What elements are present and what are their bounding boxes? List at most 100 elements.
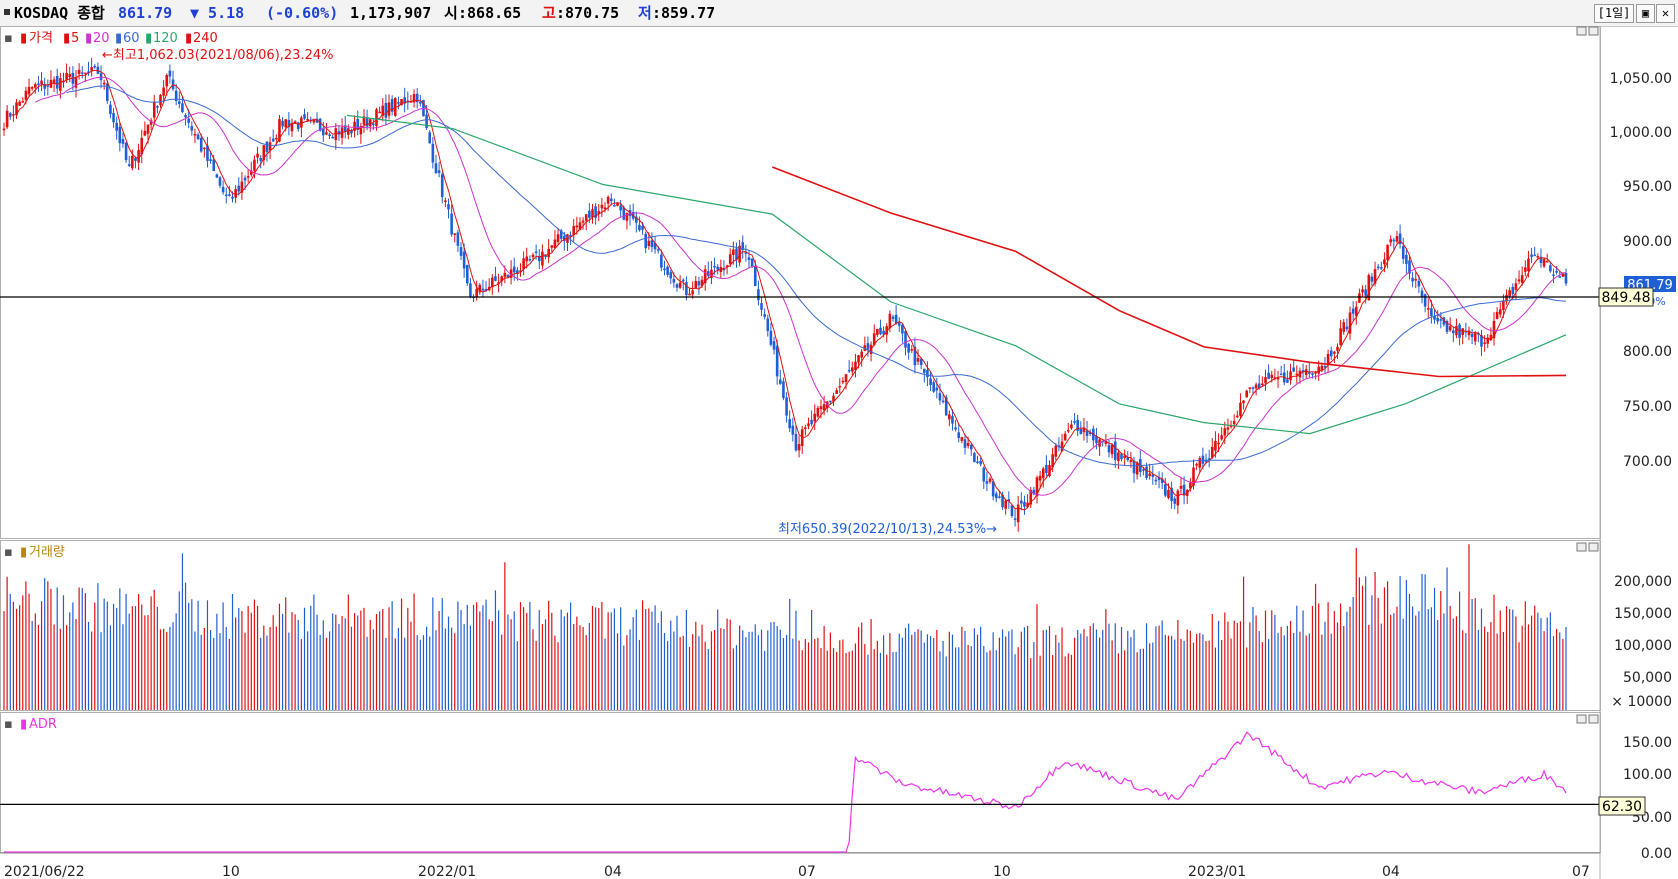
candle-body (1564, 273, 1568, 284)
candle-body (262, 145, 266, 161)
candle-body (1126, 456, 1130, 461)
candle-body (863, 345, 867, 351)
candle-body (152, 101, 156, 118)
candle-body (1395, 236, 1399, 242)
candle-body (547, 248, 550, 258)
candle-body (509, 269, 513, 278)
adr-y-axis: 150.00 100.00 50.00 0.00 (1623, 735, 1672, 862)
adr-line (4, 731, 1567, 853)
candle-body (581, 220, 585, 223)
candle-body (1289, 371, 1292, 381)
candle-body (1198, 458, 1202, 468)
candle-body (948, 414, 951, 420)
candle-body (1179, 485, 1183, 489)
candle-body (1160, 478, 1164, 484)
candle-body (265, 141, 269, 152)
candle-body (1076, 419, 1079, 431)
y-tick: 150.00 (1623, 735, 1672, 751)
candle-body (1489, 334, 1493, 341)
candle-body (879, 327, 882, 335)
candle-body (738, 245, 741, 263)
candle-body (750, 258, 754, 267)
candle-body (1032, 489, 1036, 495)
candle-body (537, 255, 541, 262)
candle-body (578, 222, 582, 230)
candle-body (2, 128, 6, 131)
candle-body (321, 128, 325, 136)
candle-body (1495, 311, 1499, 320)
candle-body (926, 369, 929, 377)
candle-body (725, 265, 729, 267)
candle-body (1079, 428, 1083, 435)
candle-body (224, 194, 228, 197)
candle-body (115, 122, 118, 131)
candle-body (1013, 518, 1017, 520)
candle-body (240, 181, 244, 193)
candle-body (1473, 333, 1477, 342)
candle-body (1348, 312, 1352, 334)
candle-body (713, 265, 716, 268)
candle-body (253, 159, 256, 171)
close-icon[interactable]: ✕ (1656, 4, 1675, 23)
candle-body (1257, 383, 1261, 389)
candle-body (1051, 454, 1054, 468)
candle-body (1524, 267, 1527, 272)
candle-body (381, 105, 385, 116)
candle-body (1333, 351, 1336, 354)
candle-body (1542, 259, 1546, 267)
candle-body (1248, 387, 1252, 389)
adr-panel-buttons[interactable] (1576, 714, 1599, 724)
hline-label: 849.48 (1602, 290, 1651, 306)
high-label: 고 (542, 4, 556, 22)
candle-body (1276, 377, 1280, 380)
candle-body (1007, 499, 1011, 502)
symbol-name: KOSDAQ 종합 (14, 4, 105, 22)
legend-price: 가격 (29, 31, 53, 46)
window-restore-icon[interactable]: ▣ (1636, 4, 1655, 23)
candle-body (118, 126, 122, 144)
candle-body (184, 114, 187, 118)
candle-body (500, 276, 504, 282)
volume-panel-buttons[interactable] (1576, 542, 1599, 552)
candle-body (707, 271, 710, 276)
candle-body (525, 256, 529, 262)
adr-hline-label: 62.30 (1602, 799, 1642, 815)
candle-body (102, 82, 106, 85)
candle-body (988, 478, 992, 482)
candle-body (259, 158, 262, 161)
candle-body (1279, 373, 1283, 376)
candle-body (534, 251, 538, 254)
candle-body (732, 249, 735, 255)
candle-body (137, 149, 140, 163)
period-button[interactable]: [1일] (1594, 4, 1634, 23)
candle-body (1426, 308, 1430, 310)
candle-body (372, 123, 375, 126)
price-panel-buttons[interactable] (1576, 26, 1599, 36)
candle-body (99, 73, 103, 81)
ma60-line (66, 85, 1567, 467)
volume-unit: × 10000 (1611, 694, 1672, 710)
candle-body (415, 93, 419, 103)
candle-body (847, 369, 851, 372)
x-axis: 2021/06/22 10 2022/01 04 07 10 2023/01 0… (0, 852, 1600, 879)
candle-body (1154, 479, 1158, 482)
candle-body (1226, 427, 1230, 430)
candle-body (450, 213, 453, 235)
candle-body (1088, 432, 1092, 434)
candle-body (59, 78, 62, 91)
candle-body (400, 99, 403, 106)
candle-body (1336, 346, 1339, 351)
candle-body (951, 416, 954, 424)
candle-body (444, 200, 447, 202)
candle-body (337, 131, 341, 135)
candle-body (68, 73, 72, 78)
candle-body (866, 343, 870, 350)
candle-body (973, 452, 976, 463)
candle-body (275, 137, 278, 140)
candle-body (857, 355, 860, 363)
x-tick: 07 (1572, 864, 1590, 879)
candle-body (528, 259, 532, 261)
candle-body (1261, 383, 1264, 386)
candle-body (1195, 463, 1198, 466)
candle-body (522, 258, 525, 270)
